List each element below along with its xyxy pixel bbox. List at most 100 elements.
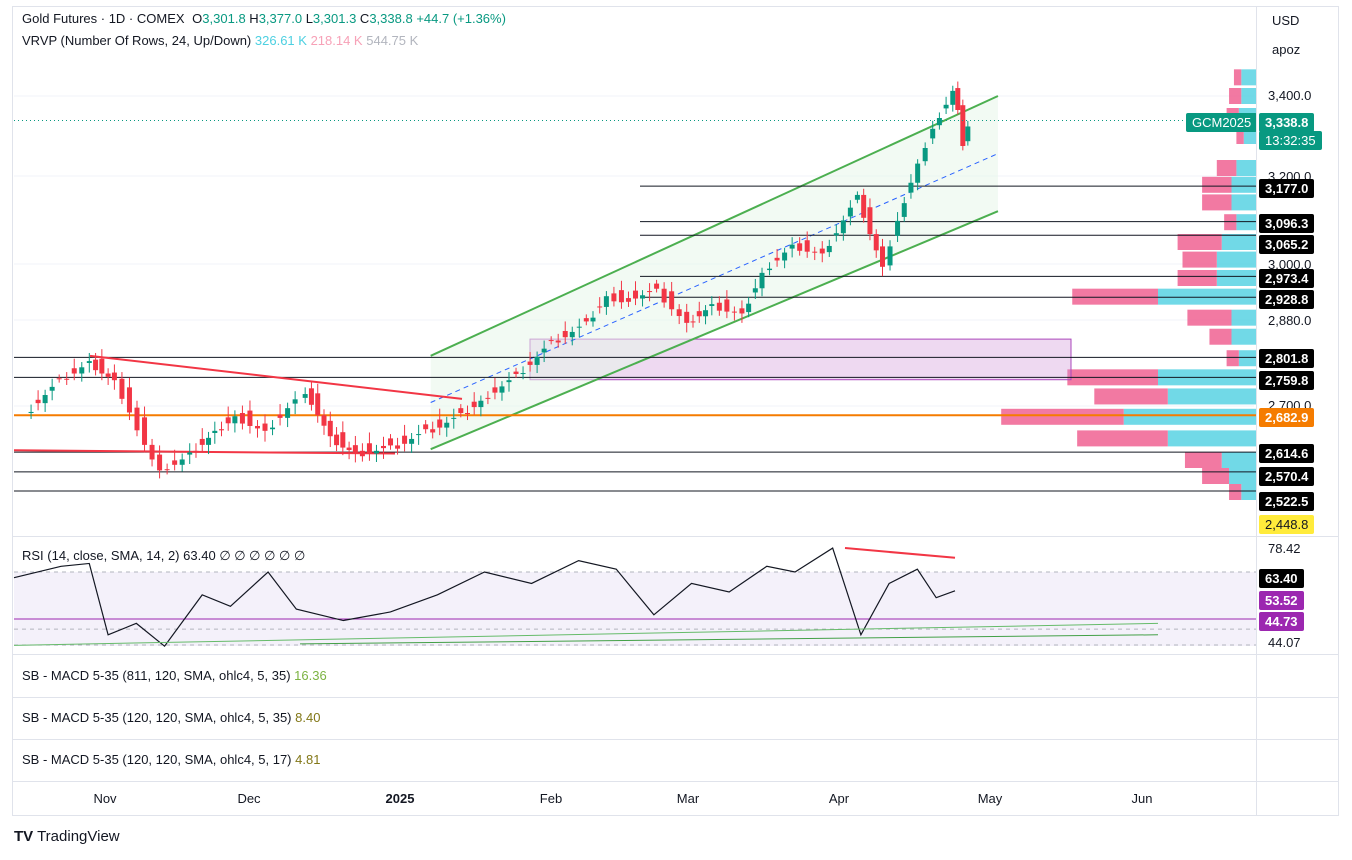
candle-body: [93, 359, 99, 371]
candle-body: [867, 207, 873, 235]
candle-body: [812, 251, 818, 253]
volume-profile-down-bar: [1187, 309, 1232, 326]
vrvp-label[interactable]: VRVP (Number Of Rows, 24, Up/Down): [22, 33, 252, 48]
volume-profile-up-bar: [1229, 468, 1256, 484]
candle-body: [950, 90, 956, 105]
scale-mode-button[interactable]: apoz: [1272, 42, 1301, 57]
vrvp-legend[interactable]: VRVP (Number Of Rows, 24, Up/Down) 326.6…: [22, 33, 418, 48]
macd-legend-1[interactable]: SB - MACD 5-35 (811, 120, SMA, ohlc4, 5,…: [22, 668, 327, 683]
macd-value: 8.40: [295, 710, 321, 725]
candle-body: [206, 437, 212, 445]
candle-body: [541, 348, 547, 353]
candle-body: [640, 295, 646, 299]
candle-body: [611, 293, 617, 302]
pane-divider[interactable]: [12, 536, 1339, 537]
candle-body: [458, 408, 464, 414]
candle-body: [157, 454, 163, 471]
candle-body: [308, 388, 314, 405]
candle-body: [895, 220, 901, 236]
candle-body: [247, 410, 253, 426]
low-value: 3,301.3: [312, 11, 357, 26]
price-tick: 2,880.0: [1268, 313, 1312, 328]
macd-legend-2[interactable]: SB - MACD 5-35 (120, 120, SMA, ohlc4, 5,…: [22, 710, 320, 725]
candle-body: [219, 429, 225, 431]
candle-body: [232, 416, 238, 424]
volume-profile-up-bar: [1236, 214, 1256, 231]
candle-body: [444, 422, 450, 428]
level-badge: 3,096.3: [1259, 214, 1315, 233]
candle-body: [437, 419, 443, 428]
candle-body: [908, 182, 914, 193]
candle-body: [119, 378, 125, 399]
close-label: C: [359, 11, 370, 26]
candle-body: [464, 413, 470, 415]
rsi-legend[interactable]: RSI (14, close, SMA, 14, 2) 63.40 ∅ ∅ ∅ …: [22, 548, 305, 564]
candle-body: [366, 443, 372, 454]
candle-body: [548, 340, 554, 342]
candle-body: [402, 435, 408, 444]
candle-body: [193, 450, 199, 452]
symbol-title[interactable]: Gold Futures · 1D · COMEX: [22, 11, 185, 26]
macd-label[interactable]: SB - MACD 5-35 (120, 120, SMA, ohlc4, 5,…: [22, 752, 292, 767]
rsi-label[interactable]: RSI (14, close, SMA, 14, 2): [22, 548, 180, 563]
candle-body: [782, 252, 788, 261]
level-badge: 2,928.8: [1259, 290, 1315, 309]
volume-profile-down-bar: [1229, 88, 1242, 104]
candle-body: [724, 299, 730, 312]
candle-body: [562, 330, 568, 338]
low-label: L: [305, 11, 313, 26]
high-value: 3,377.0: [258, 11, 303, 26]
currency-button[interactable]: USD: [1272, 13, 1300, 28]
chart-frame: [12, 6, 1339, 816]
red-trendline: [89, 354, 463, 400]
red-trendline: [13, 449, 396, 455]
macd-label[interactable]: SB - MACD 5-35 (120, 120, SMA, ohlc4, 5,…: [22, 710, 292, 725]
open-value: 3,301.8: [202, 11, 246, 26]
channel-lower-line: [430, 210, 999, 451]
time-label: Jun: [1131, 791, 1153, 806]
candle-body: [254, 425, 260, 429]
candle-body: [126, 387, 132, 413]
candle-body: [716, 302, 722, 311]
volume-profile-up-bar: [1167, 388, 1256, 405]
pane-divider[interactable]: [12, 654, 1339, 655]
candle-body: [597, 306, 603, 308]
candle-body: [79, 367, 85, 374]
candle-body: [315, 393, 321, 416]
candle-body: [164, 469, 170, 471]
candle-body: [709, 304, 715, 306]
volume-profile-up-bar: [1216, 251, 1256, 268]
candle-body: [833, 233, 839, 236]
tv-logo-icon: TV: [14, 828, 34, 845]
macd-label[interactable]: SB - MACD 5-35 (811, 120, SMA, ohlc4, 5,…: [22, 668, 291, 683]
candle-body: [669, 291, 675, 310]
rsi-extras: ∅ ∅ ∅ ∅ ∅ ∅: [219, 548, 306, 563]
tradingview-logo[interactable]: TV TradingView: [14, 828, 120, 845]
volume-profile-up-bar: [1167, 430, 1256, 447]
level-badge: 2,801.8: [1259, 349, 1315, 368]
candle-body: [965, 126, 971, 142]
price-tick: 3,400.0: [1268, 88, 1312, 103]
volume-profile-down-bar: [1224, 214, 1237, 231]
time-label: Apr: [828, 791, 850, 806]
candle-body: [334, 434, 340, 446]
rsi-value: 63.40: [183, 548, 216, 563]
macd-legend-3[interactable]: SB - MACD 5-35 (120, 120, SMA, ohlc4, 5,…: [22, 752, 320, 767]
candle-body: [555, 340, 561, 343]
volume-profile-down-bar: [1077, 430, 1168, 447]
candle-body: [416, 434, 422, 436]
level-badge: 2,570.4: [1259, 467, 1315, 486]
pane-divider[interactable]: [12, 739, 1339, 740]
candle-body: [359, 450, 365, 457]
candle-body: [861, 194, 867, 218]
level-badge: 2,973.4: [1259, 269, 1315, 288]
symbol-legend[interactable]: Gold Futures · 1D · COMEX O3,301.8 H3,37…: [22, 11, 506, 26]
volume-profile-down-bar: [1202, 194, 1232, 211]
volume-profile-down-bar: [1209, 328, 1232, 345]
candle-body: [618, 290, 624, 303]
pane-divider[interactable]: [12, 781, 1339, 782]
volume-profile-up-bar: [1231, 194, 1256, 211]
candle-body: [739, 308, 745, 314]
pane-divider[interactable]: [12, 697, 1339, 698]
